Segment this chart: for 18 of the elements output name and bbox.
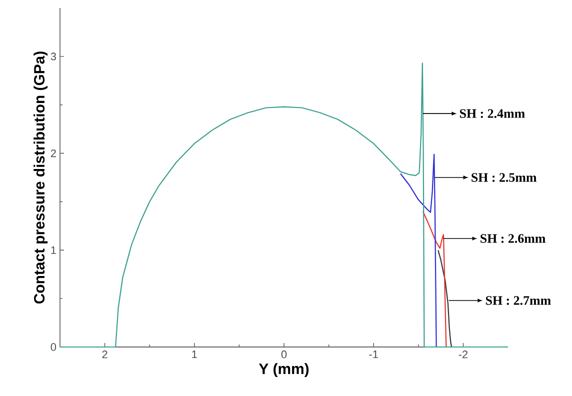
y-axis-title: Contact pressure distribution (GPa) [34,52,48,304]
line-series [422,210,447,348]
y-tick-label: 1 [51,246,56,254]
annotation: SH : 2.7mm [486,296,551,305]
annotation: SH : 2.6mm [480,234,546,243]
y-tick-label: 0 [50,343,56,351]
x-axis-title: Y (mm) [258,363,309,378]
line-series [438,250,452,348]
x-tick-label: -1 [369,350,378,358]
y-tick-label: 2 [50,149,56,158]
annotation: SH : 2.4mm [460,109,525,118]
line-series [400,154,437,348]
x-tick-label: -2 [458,350,468,358]
x-tick-label: 2 [102,350,108,358]
x-tick-label: 0 [281,350,287,358]
y-tick-label: 3 [50,52,56,60]
annotation: SH : 2.5mm [472,173,537,182]
x-tick-label: 1 [192,350,197,358]
